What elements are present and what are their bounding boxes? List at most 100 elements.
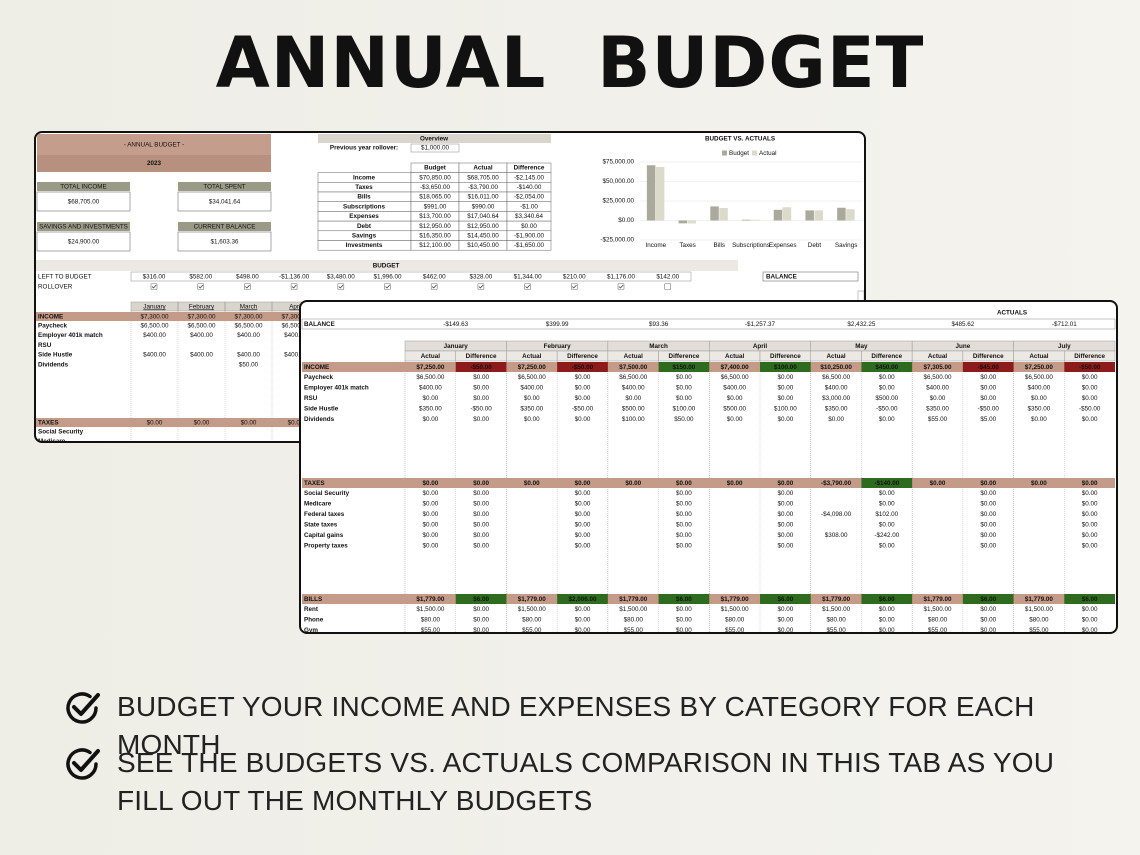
overview-cell: -$3,790.00 xyxy=(468,184,499,191)
actual-cell: $80.00 xyxy=(421,617,441,624)
overview-cell: -$3,650.00 xyxy=(420,184,451,191)
x-tick-label: Income xyxy=(646,242,667,249)
section-total-diff-bg xyxy=(962,478,1014,488)
balance-value: -$1,257.37 xyxy=(745,321,776,328)
left-to-budget-value: $498.00 xyxy=(236,274,259,281)
rollover-checkbox xyxy=(197,283,204,290)
actual-cell: $1,500.00 xyxy=(619,606,648,613)
section-total-diff-bg xyxy=(455,478,507,488)
section-total-diff-bg xyxy=(658,478,710,488)
difference-cell: -$50.00 xyxy=(978,406,1000,413)
section-total-actual: $7,250.00 xyxy=(416,364,445,371)
actual-cell: $350.00 xyxy=(419,406,442,413)
actual-cell: $1,500.00 xyxy=(416,606,445,613)
section-total-diff: $2,006.00 xyxy=(568,596,597,603)
difference-cell: $0.00 xyxy=(980,606,996,613)
difference-cell: $0.00 xyxy=(575,543,591,550)
difference-cell: $0.00 xyxy=(777,374,793,381)
actuals-title: ACTUALS xyxy=(997,310,1027,317)
difference-cell: $0.00 xyxy=(575,511,591,518)
section-total-diff: -$45.00 xyxy=(978,364,1000,371)
overview-cell: -$1,900.00 xyxy=(514,232,545,239)
actual-cell: $400.00 xyxy=(622,385,645,392)
kpi-value: $68,705.00 xyxy=(68,198,100,205)
left-to-budget-value: $1,176.00 xyxy=(607,274,636,281)
checkmark xyxy=(198,284,204,289)
col-label: Actual xyxy=(928,353,947,360)
overview-cell: $12,100.00 xyxy=(419,242,451,249)
budget-header xyxy=(36,260,738,271)
checkmark xyxy=(385,284,390,289)
section-total: $0.00 xyxy=(241,419,257,426)
bullet: SEE THE BUDGETS VS. ACTUALS COMPARISON I… xyxy=(62,744,1102,820)
section-total: $7,300.00 xyxy=(234,313,263,320)
difference-cell: $0.00 xyxy=(980,374,996,381)
actual-cell: $6,500.00 xyxy=(822,374,851,381)
balance-value: -$149.63 xyxy=(443,321,468,328)
kpi-label: TOTAL SPENT xyxy=(203,183,245,190)
row-label: Medicare xyxy=(304,501,332,508)
section-name: INCOME xyxy=(38,313,63,320)
actual-cell: $350.00 xyxy=(825,406,848,413)
row-label: Employer 401k match xyxy=(38,332,103,339)
actual-cell: $500.00 xyxy=(723,406,746,413)
actual-cell: $0.00 xyxy=(422,395,438,402)
difference-cell: $0.00 xyxy=(473,617,489,624)
section-total: $0.00 xyxy=(194,419,210,426)
section-total-actual: $0.00 xyxy=(1031,480,1047,487)
section-total-diff: $0.00 xyxy=(575,480,591,487)
difference-cell: $0.00 xyxy=(879,490,895,497)
rollover-checkbox xyxy=(617,283,625,290)
actual-cell: $0.00 xyxy=(625,395,641,402)
section-total-diff-bg xyxy=(861,478,913,488)
month-label: February xyxy=(544,343,571,350)
page-title: ANNUAL BUDGET xyxy=(215,22,925,104)
difference-cell: $0.00 xyxy=(1082,522,1098,529)
actuals-sheet-canvas: ACTUALS BALANCE -$149.63 $399.99 $93.36 -$1,2… xyxy=(301,310,1116,632)
difference-cell: $0.00 xyxy=(1082,627,1098,632)
difference-cell: $0.00 xyxy=(879,606,895,613)
x-tick-label: Bills xyxy=(714,242,726,249)
actual-cell: $0.00 xyxy=(1031,395,1047,402)
section-total-actual: $7,500.00 xyxy=(619,364,648,371)
left-to-budget-value: $316.00 xyxy=(143,274,166,281)
section-total-actual: $1,779.00 xyxy=(1025,596,1054,603)
summary-year: 2023 xyxy=(147,160,162,167)
actual-cell: $55.00 xyxy=(1029,627,1049,632)
difference-cell: $0.00 xyxy=(980,543,996,550)
overview-cell: -$1.00 xyxy=(520,203,538,210)
section-total: $7,300.00 xyxy=(140,313,169,320)
overview-cell: $0.00 xyxy=(521,223,537,230)
section-total-diff: -$50.00 xyxy=(1079,364,1101,371)
actual-cell: $400.00 xyxy=(723,385,746,392)
difference-cell: $0.00 xyxy=(777,606,793,613)
difference-cell: $0.00 xyxy=(777,617,793,624)
actual-cell: $400.00 xyxy=(1028,385,1051,392)
kpi-label-bg xyxy=(178,182,271,191)
left-to-budget-row xyxy=(130,271,692,282)
overview-cell: $18,065.00 xyxy=(419,194,451,201)
row-label: Capital gains xyxy=(304,532,344,539)
difference-cell: $0.00 xyxy=(980,501,996,508)
difference-cell: $0.00 xyxy=(1082,385,1098,392)
difference-cell: $0.00 xyxy=(473,490,489,497)
section-total-actual: $7,305.00 xyxy=(923,364,952,371)
difference-cell: $0.00 xyxy=(473,416,489,423)
overview-cell: $16,011.00 xyxy=(467,194,499,201)
col-label: Difference xyxy=(669,353,700,360)
check-icon xyxy=(66,748,100,780)
bar xyxy=(742,219,751,221)
balance-value: $485.62 xyxy=(951,321,974,328)
section-name: TAXES xyxy=(304,480,325,487)
y-tick-label: $0.00 xyxy=(618,217,634,224)
section-total-diff-bg xyxy=(455,594,507,604)
difference-cell: $0.00 xyxy=(777,416,793,423)
actual-cell: $1,500.00 xyxy=(822,606,851,613)
difference-cell: $0.00 xyxy=(676,511,692,518)
overview-cell: $17,040.64 xyxy=(467,213,499,220)
actual-cell: $55.00 xyxy=(826,627,846,632)
difference-cell: $0.00 xyxy=(473,522,489,529)
row-label: Medicare xyxy=(38,438,66,441)
bar xyxy=(814,210,823,221)
left-to-budget-value: -$1,136.00 xyxy=(279,274,310,281)
